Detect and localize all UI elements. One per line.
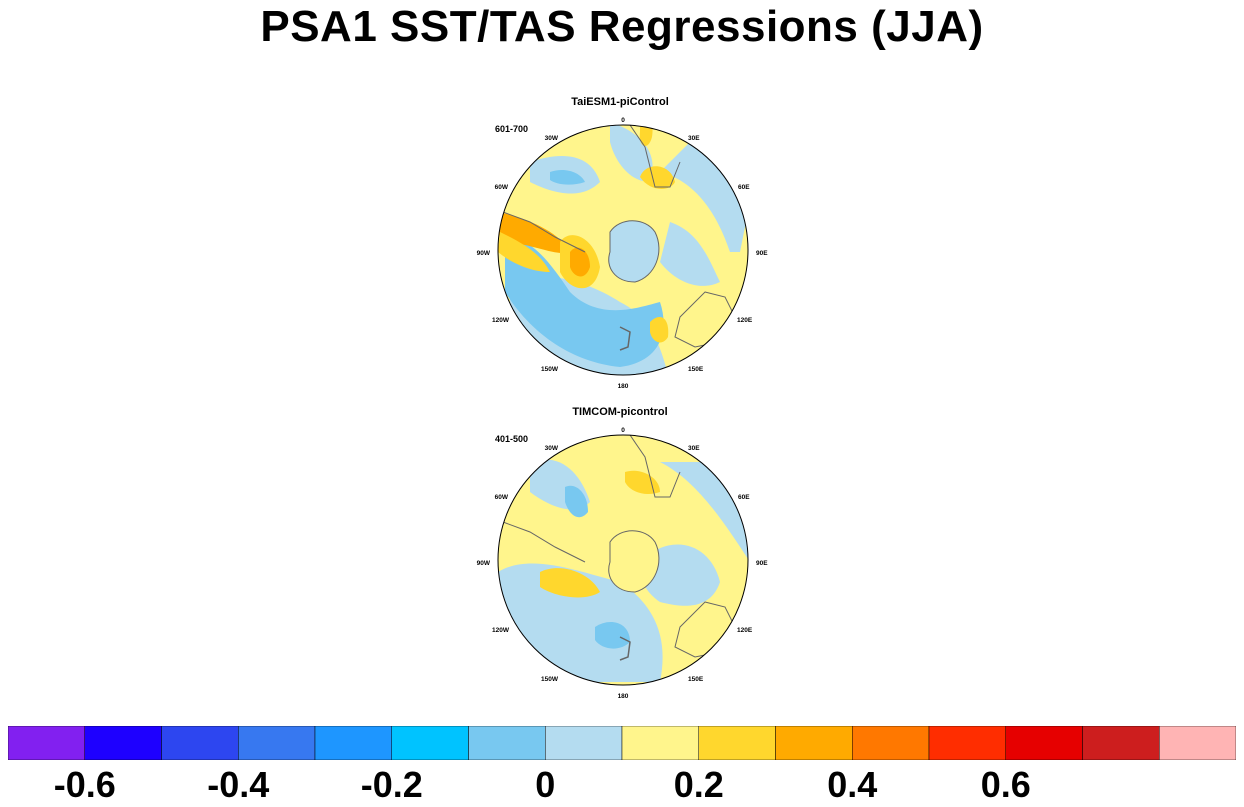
colorbar-swatch xyxy=(1082,726,1160,760)
colorbar xyxy=(8,726,1236,760)
polar-map: 0 30E 60E 90E 120E 150E 180 150W 120W 90… xyxy=(477,117,769,390)
lon-label: 30E xyxy=(688,445,700,452)
lon-label: 180 xyxy=(618,383,629,390)
colorbar-tick-label: -0.4 xyxy=(207,764,270,805)
colorbar-swatch xyxy=(928,726,1006,760)
colorbar-swatch xyxy=(238,726,316,760)
lon-label: 60W xyxy=(495,494,509,501)
colorbar-swatch xyxy=(698,726,776,760)
lon-label: 60E xyxy=(738,494,750,501)
lon-label: 0 xyxy=(621,427,625,434)
lon-label: 90W xyxy=(477,560,491,567)
colorbar-tick-label: 0.2 xyxy=(673,764,724,805)
colorbar-tick-label: 0.4 xyxy=(827,764,878,805)
lon-label: 30W xyxy=(545,135,559,142)
colorbar-swatch xyxy=(84,726,162,760)
colorbar-swatch xyxy=(545,726,623,760)
lon-label: 90W xyxy=(477,250,491,257)
colorbar-tick-label: -0.6 xyxy=(53,764,116,805)
lon-label: 120E xyxy=(737,627,753,634)
colorbar-swatch xyxy=(314,726,392,760)
period-label: 601-700 xyxy=(495,124,529,134)
colorbar-swatch xyxy=(161,726,239,760)
lon-label: 60E xyxy=(738,184,750,191)
colorbar-swatch xyxy=(621,726,699,760)
colorbar-swatch xyxy=(1005,726,1083,760)
lon-label: 120W xyxy=(492,627,510,634)
colorbar-tick-label: 0 xyxy=(535,764,556,805)
lon-label: 150W xyxy=(541,366,559,373)
lon-label: 120W xyxy=(492,317,510,324)
lon-label: 180 xyxy=(618,693,629,700)
lon-label: 30E xyxy=(688,135,700,142)
period-label: 401-500 xyxy=(495,434,529,444)
panel-title: TaiESM1-piControl xyxy=(571,96,669,108)
lon-label: 60W xyxy=(495,184,509,191)
colorbar-swatch xyxy=(8,726,85,760)
colorbar-swatch xyxy=(1159,726,1236,760)
colorbar-swatch xyxy=(468,726,546,760)
lon-label: 90E xyxy=(756,560,768,567)
colorbar-swatch xyxy=(391,726,469,760)
lon-label: 150W xyxy=(541,676,559,683)
lon-label: 90E xyxy=(756,250,768,257)
lon-label: 30W xyxy=(545,445,559,452)
lon-label: 120E xyxy=(737,317,753,324)
colorbar-tick-label: 0.6 xyxy=(980,764,1031,805)
lon-label: 150E xyxy=(688,366,704,373)
map-panel-timcom: TIMCOM-picontrol 401-500 0 30E 60E 90E 1… xyxy=(470,402,770,702)
polar-map: 0 30E 60E 90E 120E 150E 180 150W 120W 90… xyxy=(477,427,769,700)
panel-title: TIMCOM-picontrol xyxy=(572,406,668,418)
map-panel-taiesm1: TaiESM1-piControl 601-700 xyxy=(470,92,770,392)
lon-label: 150E xyxy=(688,676,704,683)
colorbar-tick-label: -0.2 xyxy=(360,764,423,805)
colorbar-swatch xyxy=(775,726,853,760)
lon-label: 0 xyxy=(621,117,625,124)
colorbar-swatch xyxy=(852,726,930,760)
figure-title: PSA1 SST/TAS Regressions (JJA) xyxy=(260,2,984,51)
